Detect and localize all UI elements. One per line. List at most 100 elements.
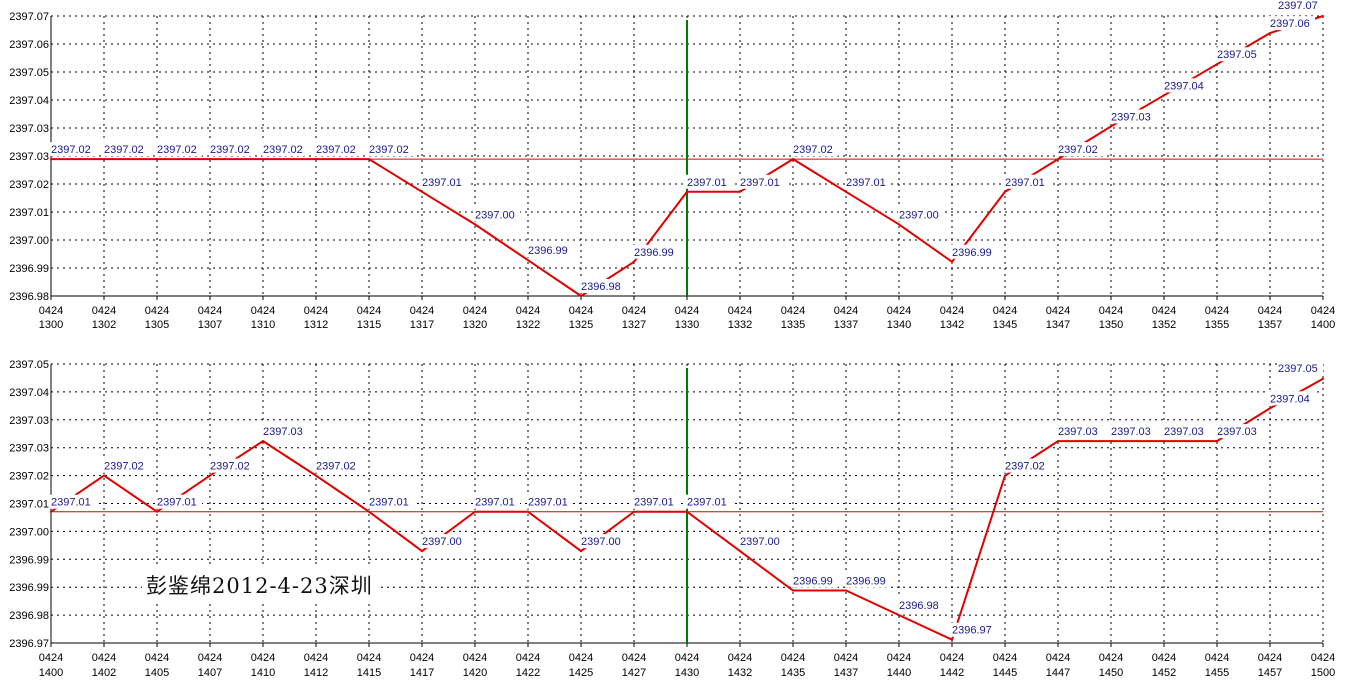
- x-tick-time-label: 1400: [1311, 319, 1335, 331]
- bottom-chart-panel: 2397.05 2397.04 2397.03 2397.03 2397.02 2397.…: [9, 359, 1335, 679]
- y-tick-label: 2397.02: [9, 179, 49, 191]
- data-label: 2397.00: [422, 536, 462, 548]
- data-label-background: [633, 244, 679, 259]
- x-tick-time-label: 1345: [993, 319, 1017, 331]
- x-tick-date-label: 0424: [781, 305, 805, 317]
- data-point: [1110, 440, 1112, 443]
- data-label-background: [1110, 424, 1156, 439]
- data-point: [898, 614, 900, 617]
- data-label: 2397.01: [740, 177, 780, 189]
- x-tick-date-label: 0424: [569, 652, 593, 664]
- y-tick-label: 2397.04: [9, 95, 49, 107]
- data-label-background: [1216, 424, 1262, 439]
- data-label: 2396.99: [528, 245, 568, 257]
- data-point: [156, 510, 158, 513]
- x-tick-date-label: 0424: [675, 652, 699, 664]
- data-label: 2397.01: [528, 497, 568, 509]
- x-tick-date-label: 0424: [781, 652, 805, 664]
- data-label-background: [1057, 424, 1103, 439]
- data-label-background: [315, 142, 361, 157]
- x-tick-date-label: 0424: [569, 305, 593, 317]
- x-tick-date-label: 0424: [1258, 652, 1282, 664]
- x-tick-time-label: 1435: [781, 667, 805, 679]
- data-label: 2397.03: [1111, 426, 1151, 438]
- data-label-background: [580, 534, 626, 549]
- data-label: 2397.01: [634, 497, 674, 509]
- data-label-background: [209, 458, 255, 473]
- x-tick-time-label: 1457: [1258, 667, 1282, 679]
- data-label-background: [1269, 391, 1315, 406]
- x-tick-date-label: 0424: [304, 305, 328, 317]
- data-point: [527, 259, 529, 262]
- x-tick-time-label: 1500: [1311, 667, 1335, 679]
- data-label-background: [103, 142, 149, 157]
- data-point: [103, 158, 105, 161]
- data-label-background: [474, 494, 520, 509]
- data-point: [50, 510, 52, 513]
- x-tick-date-label: 0424: [1258, 305, 1282, 317]
- data-point: [156, 158, 158, 161]
- data-point: [633, 510, 635, 513]
- x-tick-time-label: 1430: [675, 667, 699, 679]
- data-label: 2396.99: [952, 247, 992, 259]
- data-label-background: [156, 494, 202, 509]
- data-point: [792, 158, 794, 161]
- data-point: [368, 510, 370, 513]
- y-tick-label: 2397.03: [9, 415, 49, 427]
- data-label: 2397.00: [581, 536, 621, 548]
- x-tick-date-label: 0424: [251, 652, 275, 664]
- data-point: [686, 510, 688, 513]
- x-tick-time-label: 1420: [463, 667, 487, 679]
- data-label-background: [1163, 424, 1209, 439]
- x-tick-time-label: 1455: [1205, 667, 1229, 679]
- data-label-background: [1110, 109, 1156, 124]
- data-label-background: [686, 174, 732, 189]
- x-tick-date-label: 0424: [728, 305, 752, 317]
- x-tick-date-label: 0424: [887, 305, 911, 317]
- data-label-background: [368, 142, 414, 157]
- x-tick-date-label: 0424: [1205, 305, 1229, 317]
- x-tick-date-label: 0424: [198, 652, 222, 664]
- data-label: 2397.05: [1217, 49, 1257, 61]
- x-tick-date-label: 0424: [1099, 305, 1123, 317]
- data-label-background: [50, 142, 96, 157]
- y-tick-label: 2396.99: [9, 263, 49, 275]
- y-tick-label: 2397.02: [9, 471, 49, 483]
- y-tick-label: 2397.03: [9, 443, 49, 455]
- x-tick-date-label: 0424: [39, 652, 63, 664]
- x-tick-time-label: 1350: [1099, 319, 1123, 331]
- data-label: 2397.01: [1005, 177, 1045, 189]
- data-label: 2397.03: [1217, 426, 1257, 438]
- x-tick-time-label: 1340: [887, 319, 911, 331]
- x-tick-date-label: 0424: [940, 652, 964, 664]
- data-label: 2397.02: [157, 144, 197, 156]
- y-tick-label: 2397.00: [9, 235, 49, 247]
- x-tick-time-label: 1437: [834, 667, 858, 679]
- data-point: [739, 190, 741, 193]
- data-point: [1269, 407, 1271, 410]
- data-point: [739, 550, 741, 553]
- y-tick-label: 2396.98: [9, 610, 49, 622]
- x-tick-time-label: 1305: [145, 319, 169, 331]
- data-point: [262, 158, 264, 161]
- data-point: [951, 638, 953, 641]
- top-chart-panel: 2397.072397.062397.052397.042397.032397.…: [9, 0, 1335, 331]
- x-tick-date-label: 0424: [993, 652, 1017, 664]
- data-label-background: [262, 142, 308, 157]
- data-label: 2397.03: [1111, 111, 1151, 123]
- x-tick-date-label: 0424: [1311, 652, 1335, 664]
- y-tick-label: 2397.01: [9, 499, 49, 511]
- data-point: [527, 510, 529, 513]
- data-label: 2397.03: [1058, 426, 1098, 438]
- data-label: 2397.01: [475, 497, 515, 509]
- data-label: 2397.06: [1270, 18, 1310, 30]
- data-label-background: [951, 622, 997, 637]
- x-tick-time-label: 1405: [145, 667, 169, 679]
- data-label-background: [845, 174, 891, 189]
- x-tick-time-label: 1352: [1152, 319, 1176, 331]
- data-label: 2397.01: [51, 497, 91, 509]
- data-label: 2397.04: [1270, 393, 1310, 405]
- x-tick-time-label: 1400: [39, 667, 63, 679]
- x-tick-time-label: 1412: [304, 667, 328, 679]
